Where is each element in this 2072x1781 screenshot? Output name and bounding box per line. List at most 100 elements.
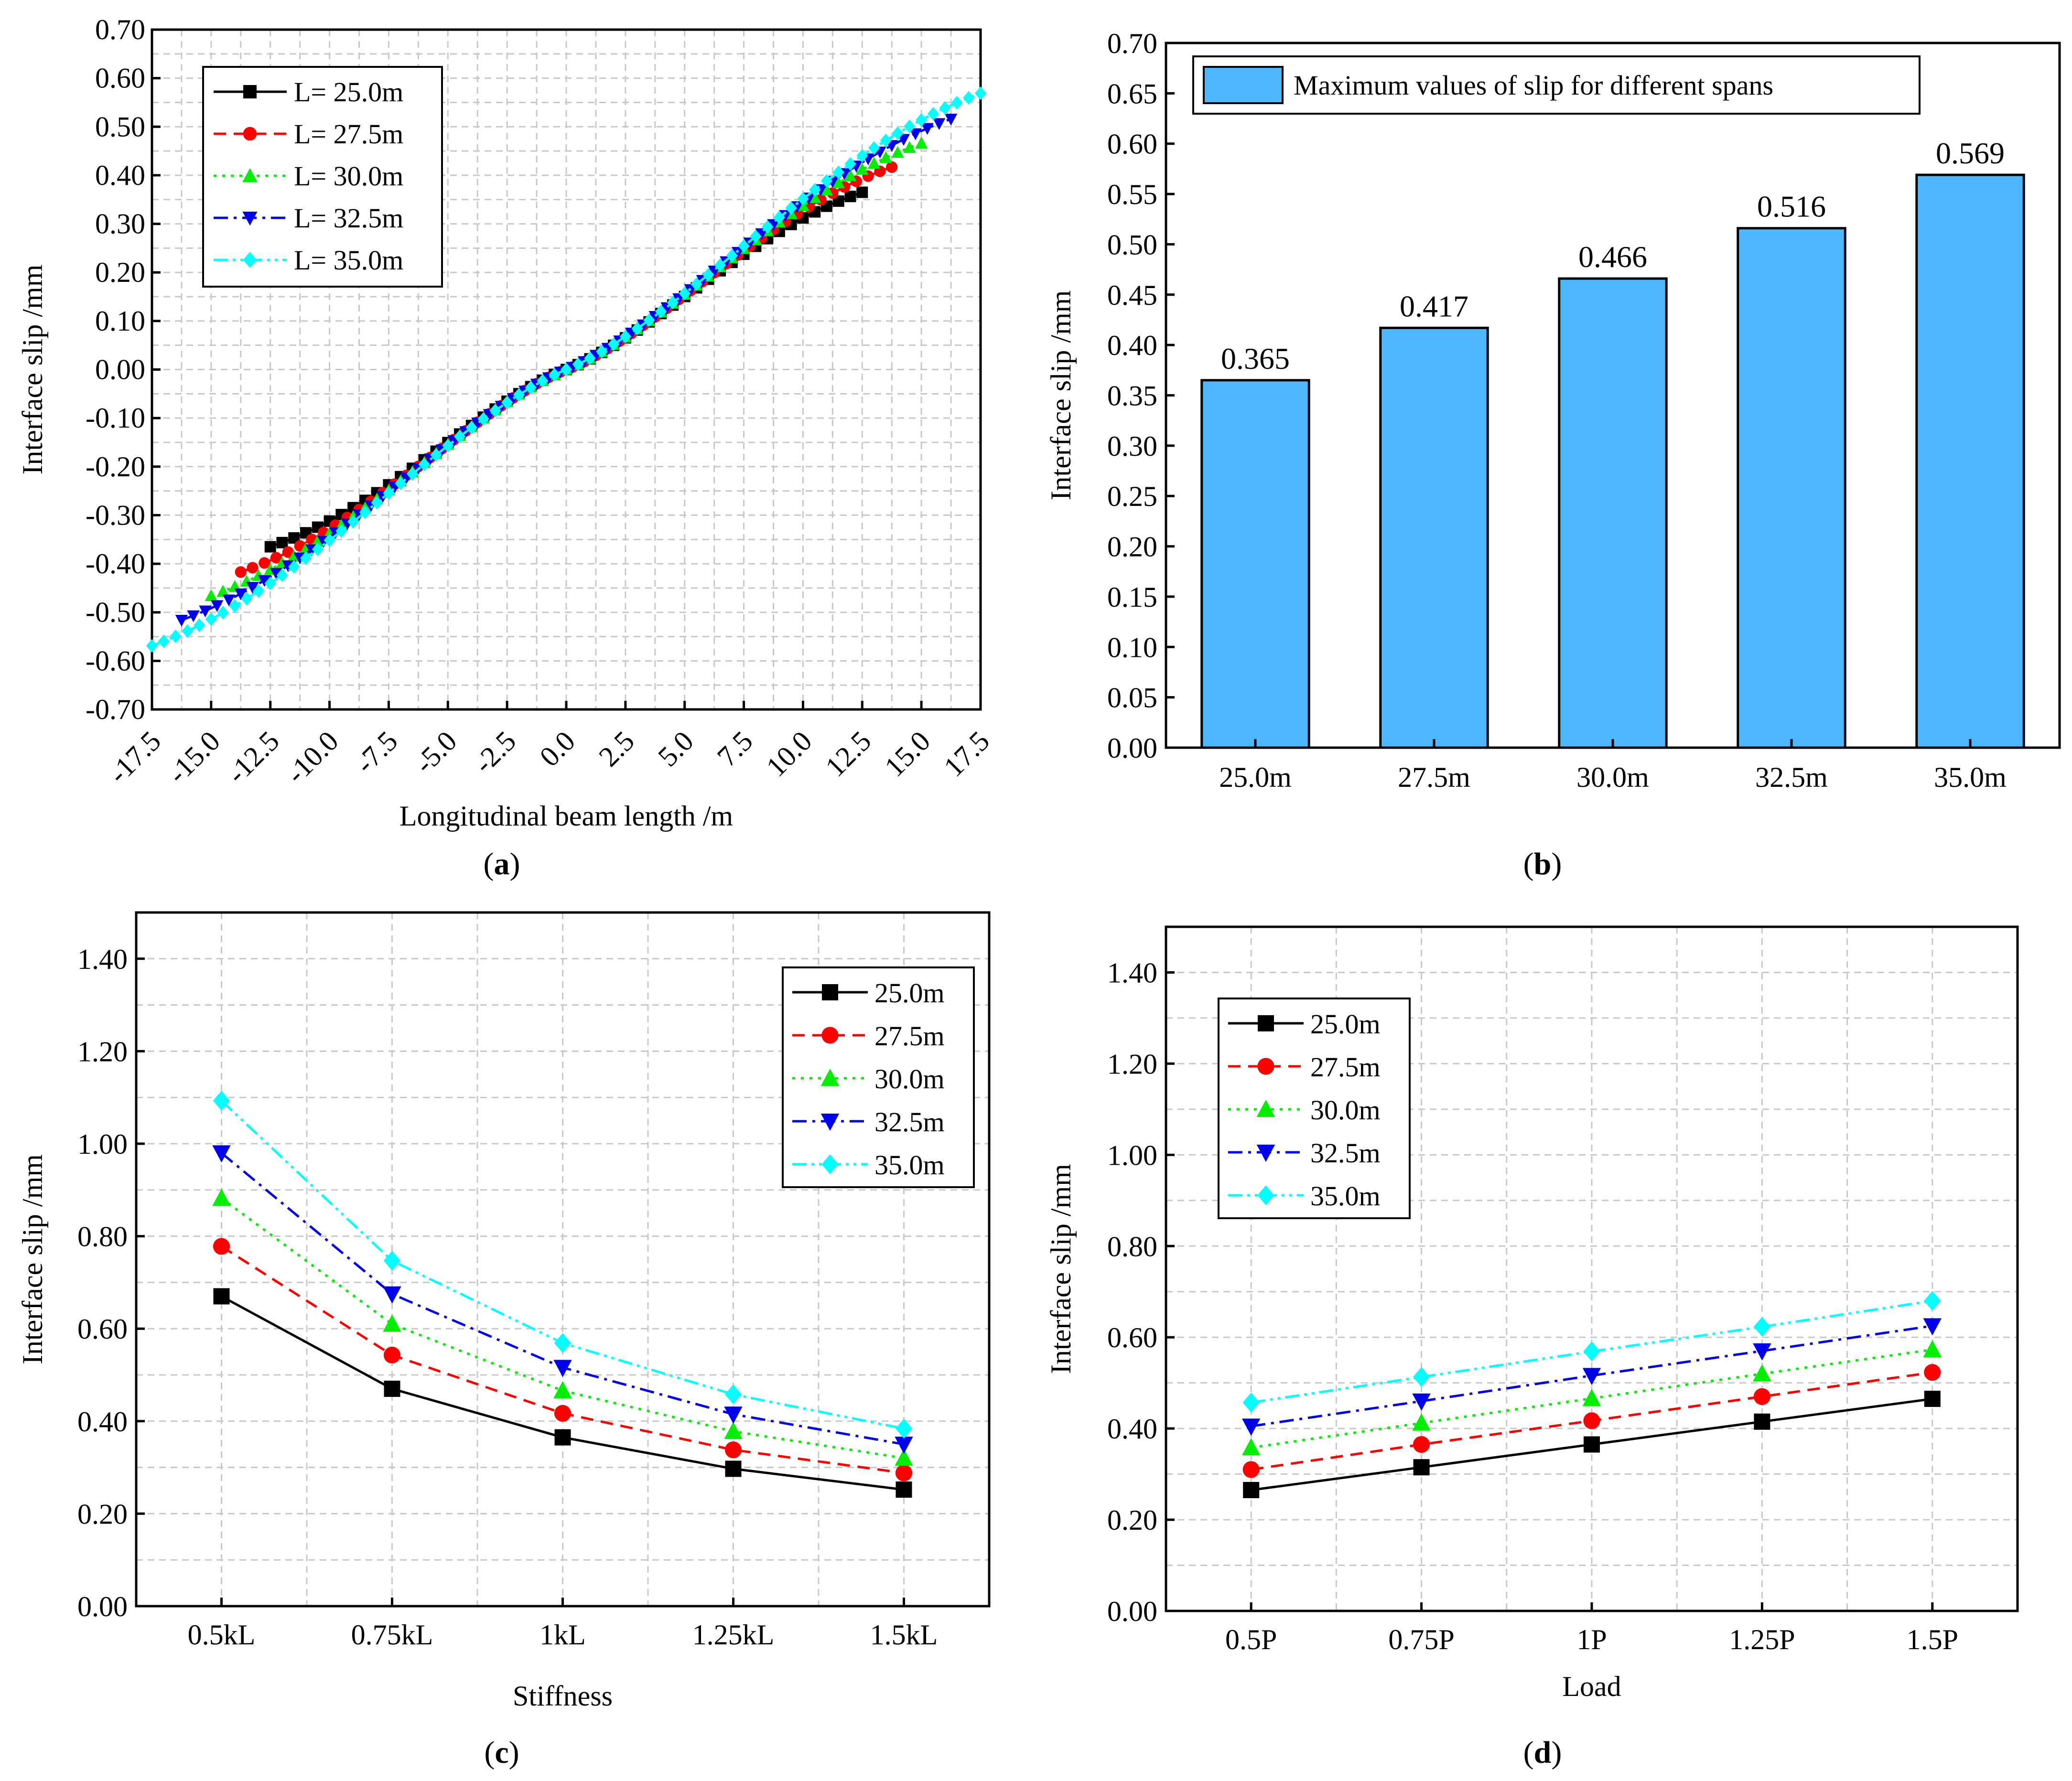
x-tick-label: 0.0 [533,725,581,773]
x-tick-label: -15.0 [162,725,226,790]
data-point [1924,1364,1941,1381]
legend-marker [242,212,258,226]
y-tick-label: -0.70 [86,694,145,725]
legend-label: 30.0m [874,1063,945,1094]
data-point [667,295,679,310]
data-point [809,182,821,197]
data-point [146,639,158,653]
data-point [1413,1459,1430,1476]
data-point [724,1384,742,1405]
data-point [702,268,714,282]
legend-label: L= 27.5m [294,118,403,150]
data-point [895,1418,913,1439]
data-point [1412,1413,1431,1431]
y-axis-label: Interface slip /mm [1045,290,1077,501]
legend-label: 32.5m [1310,1137,1381,1169]
x-tick-label: -10.0 [280,725,345,790]
data-point [762,220,774,234]
legend [202,66,443,288]
data-point [933,118,946,130]
data-point [725,1460,742,1477]
bar-value-label: 0.365 [1221,342,1290,376]
data-point [241,591,253,606]
y-tick-label: 0.70 [95,14,145,45]
bar [1558,277,1668,749]
x-tick-label: 27.5m [1398,762,1470,793]
x-tick-label: 10.0 [760,725,818,783]
y-tick-label: 0.00 [1107,1596,1157,1627]
series-25.0m [213,1288,912,1498]
data-point [430,448,442,462]
data-point [1584,1436,1600,1453]
data-point [406,467,419,481]
data-point [726,248,738,263]
y-tick-label: 0.60 [95,63,145,94]
data-point [868,141,880,155]
data-point [182,624,194,638]
data-point [909,128,922,140]
data-point [282,546,294,558]
x-tick-label: 1.5P [1907,1624,1958,1655]
data-point [553,1360,572,1377]
data-point [895,1448,913,1466]
data-point [904,119,916,133]
data-point [205,589,218,601]
y-tick-label: 0.00 [77,1591,128,1622]
y-tick-label: 0.80 [77,1221,128,1253]
y-tick-label: 0.20 [95,257,145,288]
y-tick-label: 0.05 [1107,682,1157,714]
bar [1915,173,2025,749]
y-tick-label: 0.40 [1107,330,1157,361]
data-point [755,228,768,240]
legend [1192,55,1921,115]
y-tick-label: 0.50 [1107,229,1157,260]
data-point [276,568,288,582]
y-tick-label: 0.10 [1107,632,1157,663]
data-point [347,515,359,529]
data-point [1242,1461,1260,1478]
panel-label: (a) [484,847,520,881]
data-point [554,1429,571,1446]
data-point [738,239,750,253]
data-point [264,541,276,553]
data-point [270,568,283,580]
y-tick-label: 0.50 [95,111,145,142]
data-point [915,137,928,149]
data-point [1243,1482,1260,1499]
data-point [895,1464,913,1481]
data-point [974,86,987,100]
y-tick-label: 0.10 [95,305,145,337]
data-point [856,163,869,175]
x-tick-label: 1kL [540,1619,586,1651]
legend-marker [822,984,838,1000]
data-point [844,157,856,171]
y-tick-label: 0.80 [1107,1231,1157,1262]
data-point [560,363,572,376]
data-point [1583,1412,1600,1429]
data-point [820,174,833,188]
x-tick-label: 0.75P [1388,1624,1454,1655]
data-point [187,610,200,622]
data-point [300,551,312,565]
data-point [724,1406,743,1424]
data-point [442,439,454,453]
y-tick-label: 1.20 [1107,1048,1157,1080]
data-point [247,562,259,574]
data-point [773,210,785,225]
data-point [246,582,259,594]
legend-label: L= 32.5m [294,203,403,234]
legend-label: L= 35.0m [294,245,403,276]
data-point [1753,1343,1771,1361]
x-tick-label: 0.5P [1225,1624,1277,1655]
legend-marker [821,1154,839,1174]
y-tick-label: 0.40 [1107,1413,1157,1445]
data-point [886,161,898,173]
x-tick-label: -17.5 [102,725,167,790]
data-point [724,1422,743,1439]
data-point [212,1145,231,1163]
data-point [844,169,857,182]
data-point [809,191,821,203]
data-point [312,542,324,557]
series-L= 35.0m [146,86,987,653]
data-point [944,114,958,126]
